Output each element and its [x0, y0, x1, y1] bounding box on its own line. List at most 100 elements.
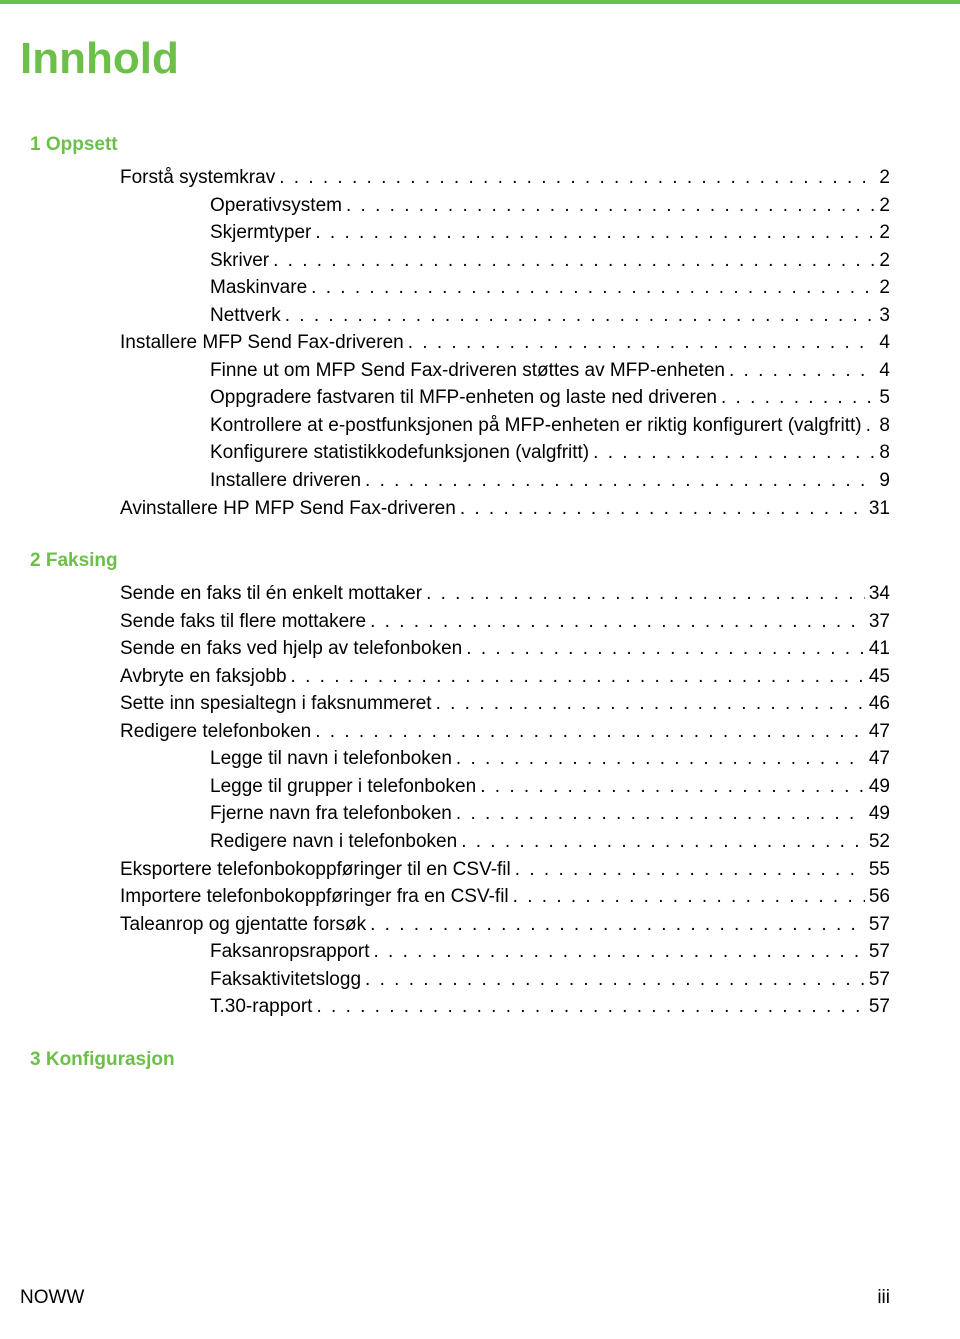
toc-chapter-block: 1 Oppsett Forstå systemkrav 2Operativsyst…	[20, 134, 890, 522]
toc-entry-label: Finne ut om MFP Send Fax-driveren støtte…	[210, 357, 725, 385]
toc-entry-page: 4	[875, 357, 890, 385]
toc-entry[interactable]: Faksaktivitetslogg 57	[20, 966, 890, 994]
toc-entry[interactable]: Sende en faks ved hjelp av telefonboken …	[20, 635, 890, 663]
toc-dot-leader	[452, 800, 865, 828]
toc-entry[interactable]: Sette inn spesialtegn i faksnummeret 46	[20, 690, 890, 718]
toc-entry[interactable]: T.30-rapport 57	[20, 993, 890, 1021]
toc-entry-label: Faksaktivitetslogg	[210, 966, 361, 994]
toc-entry-page: 57	[865, 911, 890, 939]
toc-dot-leader	[366, 911, 865, 939]
toc-chapter-heading[interactable]: 3 Konfigurasjon	[20, 1049, 890, 1071]
toc-entry-label: Skriver	[210, 247, 269, 275]
toc-dot-leader	[307, 274, 875, 302]
toc-entry-page: 4	[875, 329, 890, 357]
toc-dot-leader	[456, 495, 865, 523]
toc-chapter-heading[interactable]: 2 Faksing	[20, 550, 890, 572]
toc-entry-page: 45	[865, 663, 890, 691]
toc-entry[interactable]: Maskinvare 2	[20, 274, 890, 302]
toc-entry[interactable]: Fjerne navn fra telefonboken 49	[20, 800, 890, 828]
toc-entry-page: 2	[875, 247, 890, 275]
toc-entry[interactable]: Avinstallere HP MFP Send Fax-driveren 31	[20, 495, 890, 523]
toc-entry[interactable]: Kontrollere at e-postfunksjonen på MFP-e…	[20, 412, 890, 440]
toc-dot-leader	[311, 219, 875, 247]
toc-dot-leader	[361, 966, 865, 994]
toc-entry-label: Maskinvare	[210, 274, 307, 302]
toc-entry-label: Installere driveren	[210, 467, 361, 495]
toc-entry[interactable]: Forstå systemkrav 2	[20, 164, 890, 192]
toc-dot-leader	[511, 856, 865, 884]
toc-entry-label: Sende en faks ved hjelp av telefonboken	[120, 635, 462, 663]
toc-entry-label: Sende en faks til én enkelt mottaker	[120, 580, 422, 608]
page: Innhold 1 OppsettForstå systemkrav 2Oper…	[0, 0, 960, 1339]
toc-entry-page: 57	[865, 966, 890, 994]
toc-entry[interactable]: Skriver 2	[20, 247, 890, 275]
toc-entry-label: Kontrollere at e-postfunksjonen på MFP-e…	[210, 412, 862, 440]
toc-entry-page: 34	[865, 580, 890, 608]
toc-chapter-block: 2 Faksing Sende en faks til én enkelt mot…	[20, 550, 890, 1021]
toc-entry[interactable]: Importere telefonbokoppføringer fra en C…	[20, 883, 890, 911]
toc-dot-leader	[422, 580, 865, 608]
toc-entry-page: 41	[865, 635, 890, 663]
toc-entry-page: 56	[865, 883, 890, 911]
toc-entry-label: Operativsystem	[210, 192, 342, 220]
toc-entry-page: 31	[865, 495, 890, 523]
toc-entry[interactable]: Konfigurere statistikkodefunksjonen (val…	[20, 439, 890, 467]
toc-entry[interactable]: Oppgradere fastvaren til MFP-enheten og …	[20, 384, 890, 412]
toc-dot-leader	[462, 635, 865, 663]
toc-entry[interactable]: Taleanrop og gjentatte forsøk 57	[20, 911, 890, 939]
content-area: Innhold 1 OppsettForstå systemkrav 2Oper…	[0, 4, 960, 1071]
toc-dot-leader	[717, 384, 875, 412]
toc-entry-page: 47	[865, 718, 890, 746]
toc-entry[interactable]: Sende en faks til én enkelt mottaker 34	[20, 580, 890, 608]
page-footer: NOWW iii	[20, 1287, 890, 1309]
toc-entry-label: Skjermtyper	[210, 219, 311, 247]
toc-entry-label: Redigere telefonboken	[120, 718, 311, 746]
toc-chapter-block: 3 Konfigurasjon	[20, 1049, 890, 1071]
toc-entry[interactable]: Sende faks til flere mottakere 37	[20, 608, 890, 636]
toc-entry[interactable]: Eksportere telefonbokoppføringer til en …	[20, 856, 890, 884]
toc-entry-label: Faksanropsrapport	[210, 938, 369, 966]
toc-dot-leader	[862, 412, 876, 440]
toc-entry-label: Installere MFP Send Fax-driveren	[120, 329, 404, 357]
toc-entry[interactable]: Redigere telefonboken 47	[20, 718, 890, 746]
toc-entry-page: 2	[875, 192, 890, 220]
toc-entry-page: 8	[875, 412, 890, 440]
toc-entry-page: 37	[865, 608, 890, 636]
toc-entry-page: 49	[865, 800, 890, 828]
toc-entry-page: 5	[875, 384, 890, 412]
toc-dot-leader	[589, 439, 875, 467]
footer-right: iii	[877, 1287, 890, 1309]
toc-dot-leader	[369, 938, 864, 966]
toc-entry-label: T.30-rapport	[210, 993, 312, 1021]
toc-entry[interactable]: Avbryte en faksjobb 45	[20, 663, 890, 691]
toc-entry-label: Avinstallere HP MFP Send Fax-driveren	[120, 495, 456, 523]
toc-entry[interactable]: Installere MFP Send Fax-driveren 4	[20, 329, 890, 357]
toc-entry[interactable]: Operativsystem 2	[20, 192, 890, 220]
toc-entry[interactable]: Legge til grupper i telefonboken 49	[20, 773, 890, 801]
toc-entry-page: 46	[865, 690, 890, 718]
toc-chapter-heading[interactable]: 1 Oppsett	[20, 134, 890, 156]
toc-entry[interactable]: Skjermtyper 2	[20, 219, 890, 247]
toc-dot-leader	[509, 883, 865, 911]
toc-dot-leader	[452, 745, 865, 773]
toc-entry-page: 57	[865, 938, 890, 966]
toc-entry[interactable]: Faksanropsrapport 57	[20, 938, 890, 966]
toc-dot-leader	[366, 608, 865, 636]
toc-dot-leader	[725, 357, 875, 385]
toc-entry[interactable]: Finne ut om MFP Send Fax-driveren støtte…	[20, 357, 890, 385]
toc-entry-label: Sette inn spesialtegn i faksnummeret	[120, 690, 432, 718]
toc-entry-label: Konfigurere statistikkodefunksjonen (val…	[210, 439, 589, 467]
toc-entry-page: 2	[875, 219, 890, 247]
toc-entry-label: Importere telefonbokoppføringer fra en C…	[120, 883, 509, 911]
toc-entry[interactable]: Installere driveren 9	[20, 467, 890, 495]
toc-entry-page: 55	[865, 856, 890, 884]
toc-entry[interactable]: Nettverk 3	[20, 302, 890, 330]
toc-dot-leader	[361, 467, 875, 495]
toc-dot-leader	[281, 302, 876, 330]
toc-entry-page: 52	[865, 828, 890, 856]
toc-entry-label: Sende faks til flere mottakere	[120, 608, 366, 636]
toc-entry-label: Nettverk	[210, 302, 281, 330]
toc-entry-label: Legge til navn i telefonboken	[210, 745, 452, 773]
toc-entry[interactable]: Legge til navn i telefonboken 47	[20, 745, 890, 773]
toc-entry[interactable]: Redigere navn i telefonboken 52	[20, 828, 890, 856]
